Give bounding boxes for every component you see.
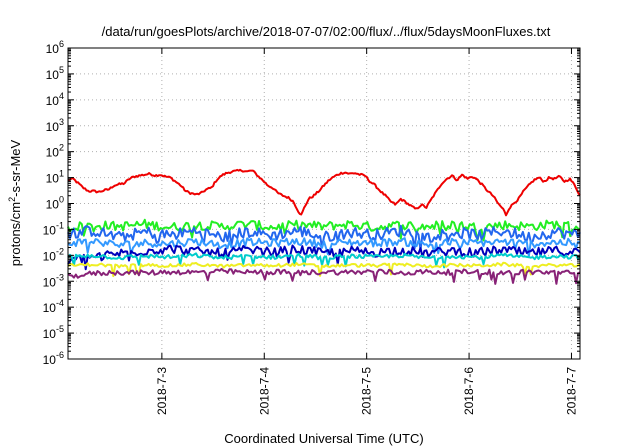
series-line	[67, 168, 581, 217]
y-tick-label-exp: -4	[56, 298, 64, 308]
y-tick-label-exp: -3	[56, 272, 64, 282]
y-tick-label-exp: 1	[59, 169, 64, 179]
x-ticks: 2018-7-3 2018-7-4 2018-7-5 2018-7-6 2018-7-7	[155, 48, 578, 415]
y-tick-label-base: 10	[46, 94, 60, 108]
chart-title: /data/run/goesPlots/archive/2018-07-07/0…	[102, 24, 551, 39]
y-tick-label-base: 10	[46, 68, 60, 82]
series-line	[67, 237, 581, 258]
y-tick-label: 10-6	[43, 350, 64, 367]
y-tick-label: 106	[46, 39, 64, 56]
x-tick-label: 2018-7-5	[360, 367, 374, 415]
y-axis-label-rest: -s-sr-MeV	[8, 139, 23, 196]
x-axis-label: Coordinated Universal Time (UTC)	[224, 431, 423, 446]
series-line	[67, 224, 581, 252]
y-tick-label-base: 10	[43, 301, 57, 315]
y-tick-label-base: 10	[46, 198, 60, 212]
series-line	[67, 261, 581, 278]
y-tick-label-exp: 6	[59, 39, 64, 49]
y-tick-label: 10-1	[43, 220, 64, 237]
y-ticks: 10-610-510-410-310-210-11001011021031041…	[43, 39, 580, 367]
series-line	[67, 252, 581, 269]
y-tick-label-base: 10	[43, 249, 57, 263]
y-tick-label: 10-3	[43, 272, 64, 289]
y-tick-label-base: 10	[43, 353, 57, 367]
series-line	[67, 218, 581, 242]
y-tick-label-base: 10	[46, 172, 60, 186]
y-tick-label-base: 10	[43, 223, 57, 237]
y-tick-label-exp: 2	[59, 143, 64, 153]
y-tick-label: 101	[46, 169, 64, 186]
x-tick-label: 2018-7-3	[155, 367, 169, 415]
y-tick-label: 105	[46, 65, 64, 82]
y-tick-label-base: 10	[46, 42, 60, 56]
y-tick-label-base: 10	[46, 146, 60, 160]
y-tick-label: 104	[46, 91, 64, 108]
y-tick-label-exp: 3	[59, 117, 64, 127]
y-tick-label-exp: -6	[56, 350, 64, 360]
series-lines	[67, 168, 581, 285]
grid-lines	[68, 48, 580, 359]
y-tick-label: 10-5	[43, 324, 64, 341]
y-tick-label: 100	[46, 195, 64, 212]
y-tick-label-exp: 5	[59, 65, 64, 75]
y-tick-label: 10-4	[43, 298, 64, 315]
y-axis-label-base: protons/cm	[8, 202, 23, 266]
y-tick-label-exp: 4	[59, 91, 64, 101]
series-line	[67, 267, 581, 285]
y-axis-label: protons/cm2-s-sr-MeV	[7, 139, 23, 266]
y-tick-label-exp: -2	[56, 246, 64, 256]
y-tick-label-base: 10	[43, 327, 57, 341]
y-tick-label-base: 10	[43, 275, 57, 289]
y-tick-label-exp: -1	[56, 220, 64, 230]
y-tick-label-exp: -5	[56, 324, 64, 334]
y-axis-label-sup: 2	[7, 197, 17, 202]
y-tick-label-exp: 0	[59, 195, 64, 205]
x-tick-label: 2018-7-7	[564, 367, 578, 415]
y-tick-label: 102	[46, 143, 64, 160]
x-tick-label: 2018-7-4	[257, 367, 271, 415]
x-tick-label: 2018-7-6	[462, 367, 476, 415]
y-tick-label-base: 10	[46, 120, 60, 134]
series-line	[67, 244, 581, 271]
y-tick-label: 103	[46, 117, 64, 134]
y-tick-label: 10-2	[43, 246, 64, 263]
